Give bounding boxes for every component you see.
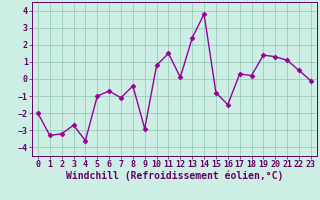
X-axis label: Windchill (Refroidissement éolien,°C): Windchill (Refroidissement éolien,°C)	[66, 171, 283, 181]
